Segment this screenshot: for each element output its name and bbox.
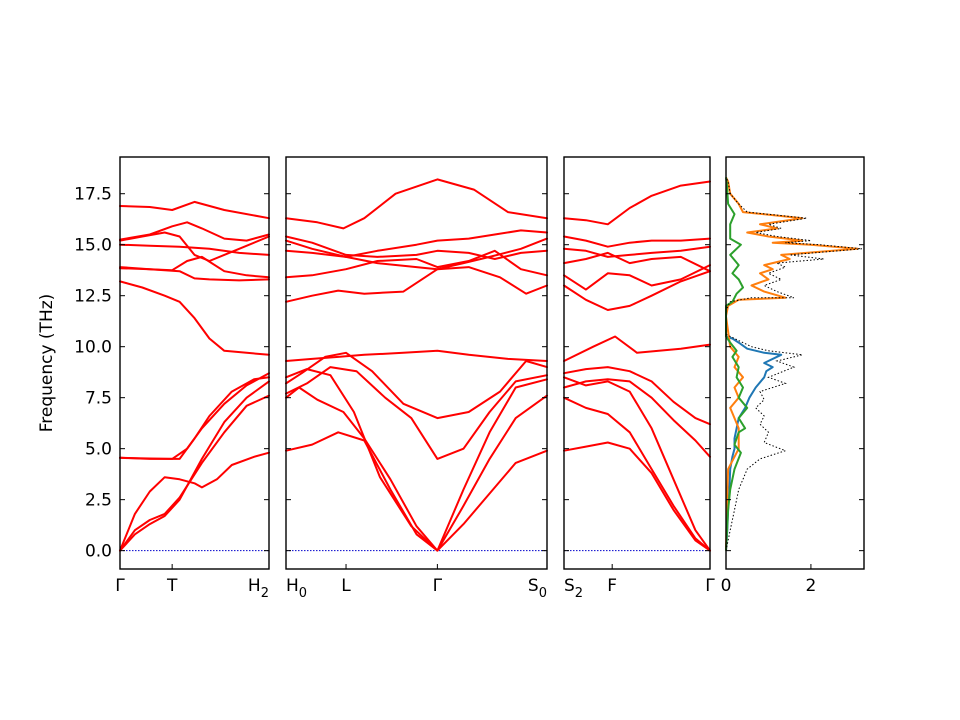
band-2-5 (285, 351, 548, 420)
band-panel-3: S2 F Γ (563, 156, 715, 601)
band-1-4 (119, 376, 270, 460)
q-point-label: H0 (286, 576, 307, 601)
band-2-9 (285, 237, 548, 271)
band-3-12 (563, 180, 711, 226)
q-point-label: Γ (115, 576, 125, 596)
band-2-10 (285, 235, 548, 260)
band-3-10 (563, 245, 711, 258)
band-3-9 (563, 251, 711, 273)
band-3-7 (563, 270, 711, 311)
q-point-label: H2 (248, 576, 269, 601)
y-tick-label: 2.5 (85, 491, 112, 511)
partial-dos-2 (725, 176, 859, 551)
q-point-label: S2 (564, 576, 583, 601)
band-2-8 (285, 249, 548, 279)
band-1-2 (119, 394, 270, 552)
q-point-label: Γ (705, 576, 715, 596)
band-panel-2: H0 L Γ S0 (285, 156, 548, 601)
band-1-6 (119, 280, 270, 356)
band-panels: 0.0 2.5 5.0 7.5 10.0 12.5 15.0 17.5 Γ T H2 H0 L Γ S0 S2… (74, 156, 715, 601)
q-point-label: Γ (433, 576, 443, 596)
y-tick-label: 7.5 (85, 389, 112, 409)
partial-dos-1 (725, 335, 783, 551)
band-2-7 (285, 266, 548, 303)
band-panel-1: 0.0 2.5 5.0 7.5 10.0 12.5 15.0 17.5 Γ T H2 (74, 156, 270, 601)
q-point-label: T (166, 576, 178, 596)
total-dos (725, 177, 862, 551)
band-1-12 (119, 200, 270, 220)
panel-frame (119, 156, 270, 570)
band-2-1 (285, 431, 548, 552)
band-2-12 (285, 178, 548, 230)
band-1-3 (119, 451, 270, 552)
band-2-2 (285, 386, 548, 552)
band-3-3 (563, 376, 711, 552)
y-axis-label: Frequency (THz) (37, 294, 57, 433)
band-2-3 (285, 368, 548, 552)
dos-frame (725, 156, 865, 570)
y-tick-label: 12.5 (74, 287, 112, 307)
y-tick-label: 15.0 (74, 236, 112, 256)
y-tick-label: 5.0 (85, 440, 112, 460)
band-2-4 (285, 366, 548, 460)
band-3-6 (563, 335, 711, 362)
panel-frame (563, 156, 711, 570)
q-point-label: L (341, 576, 351, 596)
partial-dos-3 (725, 177, 749, 551)
q-point-label: S0 (528, 576, 547, 601)
band-1-1 (119, 380, 270, 552)
band-3-4 (563, 378, 711, 458)
y-tick-label: 0.0 (85, 542, 112, 562)
band-2-11 (285, 229, 548, 258)
band-1-8 (119, 255, 270, 279)
dos-x-tick-label: 2 (806, 576, 817, 596)
band-3-2 (563, 396, 711, 552)
band-3-11 (563, 235, 711, 248)
band-3-8 (563, 264, 711, 291)
band-3-1 (563, 441, 711, 552)
band-1-9 (119, 243, 270, 256)
panel-frame (285, 156, 548, 570)
y-tick-label: 10.0 (74, 338, 112, 358)
band-2-6 (285, 349, 548, 362)
band-3-5 (563, 366, 711, 426)
y-tick-label: 17.5 (74, 185, 112, 205)
dos-x-tick-label: 0 (721, 576, 732, 596)
band-1-11 (119, 221, 270, 242)
band-1-5 (119, 372, 270, 460)
q-point-label: F (607, 576, 617, 596)
